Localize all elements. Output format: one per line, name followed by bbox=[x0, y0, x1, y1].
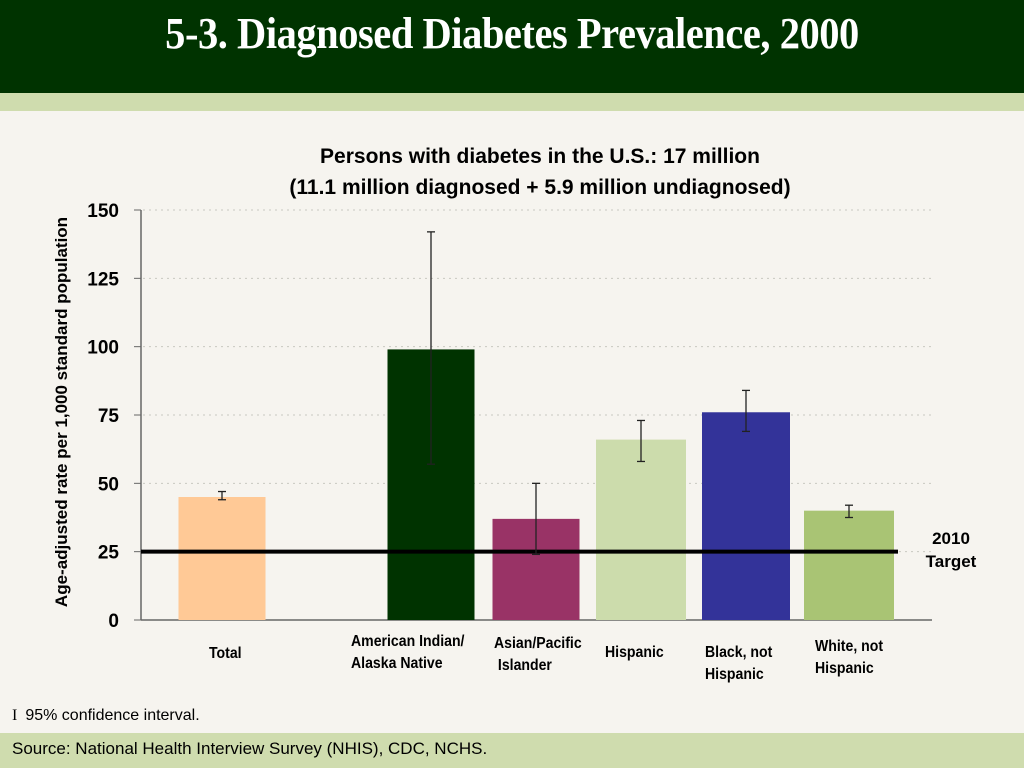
x-tick-label-line: Asian/Pacific bbox=[494, 635, 582, 652]
x-tick-label: Black, not Hispanic bbox=[705, 642, 772, 686]
x-tick-label: Asian/Pacific Islander bbox=[494, 633, 582, 677]
y-tick-label: 150 bbox=[87, 201, 119, 222]
slide-title: 5-3. Diagnosed Diabetes Prevalence, 2000 bbox=[165, 9, 859, 58]
y-tick-label: 100 bbox=[87, 338, 119, 359]
bar-4 bbox=[702, 412, 790, 620]
x-tick-label-line: Hispanic bbox=[605, 644, 664, 661]
chart-subtitle: (11.1 million diagnosed + 5.9 million un… bbox=[289, 176, 791, 199]
footnote-text: 95% confidence interval. bbox=[25, 707, 200, 724]
y-tick-label: 0 bbox=[108, 611, 119, 632]
x-tick-label: Hispanic bbox=[605, 642, 664, 664]
x-tick-label-line: American Indian/ bbox=[351, 633, 465, 650]
x-tick-label-line: Islander bbox=[494, 657, 552, 674]
confidence-interval-icon: I bbox=[12, 707, 18, 724]
y-tick-label: 25 bbox=[98, 543, 120, 564]
y-tick-label: 50 bbox=[98, 474, 119, 495]
x-tick-label-line: Total bbox=[209, 645, 242, 662]
bar-3 bbox=[596, 439, 686, 620]
bar-0 bbox=[178, 497, 266, 620]
target-label-line-2: Target bbox=[925, 552, 977, 571]
bar-5 bbox=[804, 510, 894, 620]
x-tick-label-line: Hispanic bbox=[815, 660, 874, 677]
x-tick-label-line: Black, not bbox=[705, 644, 773, 661]
x-tick-label: Total bbox=[209, 643, 242, 665]
header-accent-band bbox=[0, 93, 1024, 111]
x-tick-label: American Indian/Alaska Native bbox=[351, 631, 464, 675]
source-bar: Source: National Health Interview Survey… bbox=[0, 733, 1024, 768]
x-tick-label-line: White, not bbox=[815, 638, 884, 655]
chart-title: Persons with diabetes in the U.S.: 17 mi… bbox=[320, 145, 760, 168]
footnote: I 95% confidence interval. bbox=[12, 707, 200, 725]
x-tick-label: White, not Hispanic bbox=[815, 636, 883, 680]
slide-header: 5-3. Diagnosed Diabetes Prevalence, 2000 bbox=[0, 0, 1024, 93]
y-tick-label: 125 bbox=[87, 269, 119, 290]
y-tick-label: 75 bbox=[98, 406, 120, 427]
x-tick-label-line: Hispanic bbox=[705, 666, 764, 683]
target-label: 2010 Target bbox=[915, 527, 987, 573]
target-label-line-1: 2010 bbox=[932, 529, 970, 548]
source-text: Source: National Health Interview Survey… bbox=[12, 739, 488, 758]
x-tick-label-line: Alaska Native bbox=[351, 655, 443, 672]
